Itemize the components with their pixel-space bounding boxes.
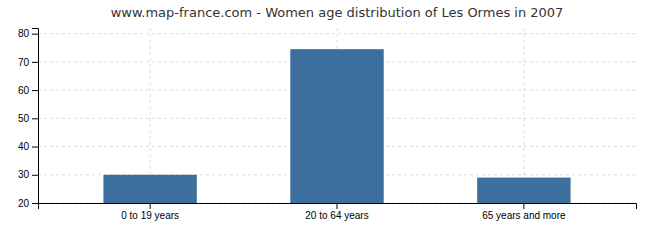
tick: 60	[18, 85, 38, 96]
tick: 20	[18, 198, 38, 209]
tick-label: 65 years and more	[482, 210, 566, 221]
grid-line	[523, 28, 524, 203]
tick: 40	[18, 141, 38, 152]
axis-line	[39, 204, 637, 210]
chart: 20 30 40 50 60 70 80 0 to 19 years 20 to 64 year…	[0, 0, 650, 229]
grid-line	[38, 33, 636, 34]
tick-label: 80	[18, 28, 30, 39]
tick-mark	[32, 118, 38, 119]
tick: 0 to 19 years	[121, 203, 179, 221]
tick-label: 30	[18, 169, 30, 180]
bar	[477, 178, 570, 203]
bar	[103, 175, 196, 203]
tick-mark	[32, 175, 38, 176]
tick: 70	[18, 57, 38, 68]
bar	[290, 49, 383, 203]
tick-mark	[337, 203, 338, 209]
bars	[103, 49, 570, 203]
y-axis: 20 30 40 50 60 70 80	[18, 28, 39, 208]
tick-mark	[32, 90, 38, 91]
tick-label: 50	[18, 113, 30, 124]
tick: 30	[18, 169, 38, 180]
title: www.map-france.com - Women age distribut…	[111, 5, 564, 20]
axis-line	[32, 29, 39, 204]
tick-label: 60	[18, 85, 30, 96]
tick-mark	[32, 34, 38, 35]
plot: 20 30 40 50 60 70 80 0 to 19 years 20 to 64 year…	[18, 28, 637, 221]
tick-label: 20	[18, 198, 30, 209]
tick-label: 40	[18, 141, 30, 152]
tick: 50	[18, 113, 38, 124]
tick-label: 20 to 64 years	[305, 210, 368, 221]
tick-mark	[150, 203, 151, 209]
tick: 80	[18, 28, 38, 39]
tick-mark	[523, 203, 524, 209]
grid	[38, 28, 636, 203]
tick: 65 years and more	[482, 203, 566, 221]
tick-mark	[32, 62, 38, 63]
tick-label: 70	[18, 57, 30, 68]
tick-mark	[32, 147, 38, 148]
tick-label: 0 to 19 years	[121, 210, 179, 221]
tick-mark	[32, 203, 38, 204]
tick: 20 to 64 years	[305, 203, 368, 221]
x-axis: 0 to 19 years 20 to 64 years 65 years and …	[39, 203, 637, 221]
